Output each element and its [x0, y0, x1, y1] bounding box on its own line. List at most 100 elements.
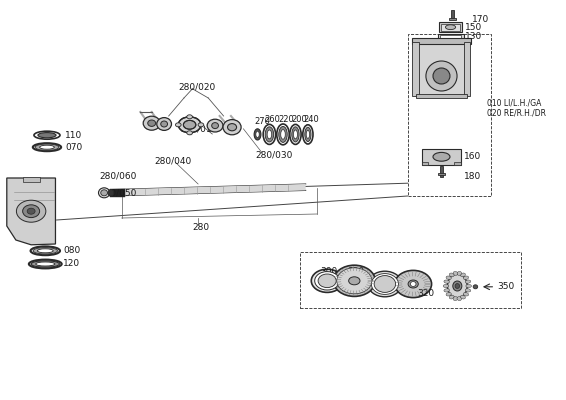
- Ellipse shape: [292, 127, 299, 142]
- Ellipse shape: [445, 25, 456, 30]
- Bar: [408, 34, 491, 196]
- Polygon shape: [110, 184, 306, 196]
- Ellipse shape: [228, 124, 237, 131]
- Bar: [416, 94, 467, 98]
- Text: 270: 270: [254, 118, 270, 126]
- Text: 280: 280: [192, 223, 209, 232]
- Ellipse shape: [293, 130, 298, 139]
- Text: 260: 260: [264, 116, 280, 124]
- Text: 320: 320: [348, 268, 365, 276]
- Bar: [449, 18, 456, 20]
- Ellipse shape: [455, 284, 460, 288]
- Ellipse shape: [223, 120, 241, 135]
- Text: 280/040: 280/040: [154, 156, 191, 165]
- Ellipse shape: [465, 289, 471, 292]
- Ellipse shape: [457, 297, 462, 300]
- Ellipse shape: [464, 276, 469, 280]
- Ellipse shape: [187, 115, 192, 119]
- Ellipse shape: [290, 124, 301, 144]
- Ellipse shape: [426, 61, 457, 91]
- Ellipse shape: [178, 117, 201, 133]
- Ellipse shape: [465, 280, 471, 283]
- Polygon shape: [7, 178, 55, 245]
- Ellipse shape: [371, 274, 398, 294]
- Text: 220: 220: [278, 116, 294, 124]
- Ellipse shape: [27, 208, 35, 214]
- Bar: [412, 42, 419, 96]
- Ellipse shape: [444, 280, 449, 283]
- Ellipse shape: [254, 129, 261, 140]
- Ellipse shape: [33, 143, 61, 151]
- Text: 240: 240: [303, 116, 319, 124]
- Ellipse shape: [263, 124, 276, 144]
- Ellipse shape: [446, 276, 451, 280]
- Ellipse shape: [433, 68, 450, 84]
- Bar: [23, 177, 40, 182]
- Ellipse shape: [461, 295, 465, 299]
- Ellipse shape: [35, 144, 59, 150]
- Ellipse shape: [453, 272, 458, 275]
- Ellipse shape: [212, 122, 218, 128]
- Ellipse shape: [108, 190, 114, 196]
- Bar: [464, 42, 470, 96]
- Bar: [440, 166, 443, 177]
- Bar: [300, 252, 521, 308]
- Ellipse shape: [303, 125, 313, 144]
- Ellipse shape: [333, 265, 375, 296]
- Text: 160: 160: [464, 152, 481, 161]
- Ellipse shape: [281, 130, 285, 139]
- Text: 170: 170: [471, 15, 488, 24]
- Ellipse shape: [305, 127, 311, 142]
- Ellipse shape: [98, 188, 110, 198]
- Ellipse shape: [265, 127, 274, 142]
- Text: 130: 130: [465, 32, 482, 41]
- Ellipse shape: [374, 276, 396, 292]
- Ellipse shape: [464, 292, 469, 296]
- Bar: [441, 24, 460, 31]
- Ellipse shape: [29, 260, 62, 268]
- Ellipse shape: [267, 130, 272, 139]
- Bar: [440, 35, 461, 38]
- Ellipse shape: [187, 131, 192, 135]
- Ellipse shape: [277, 124, 289, 145]
- Ellipse shape: [183, 120, 196, 129]
- Bar: [110, 189, 125, 197]
- Text: 280/060: 280/060: [99, 172, 136, 180]
- Text: 080: 080: [63, 246, 80, 255]
- Text: 070: 070: [65, 143, 82, 152]
- Ellipse shape: [175, 123, 181, 127]
- Ellipse shape: [443, 284, 449, 288]
- Ellipse shape: [410, 282, 416, 286]
- Text: 280/050: 280/050: [99, 188, 136, 197]
- Ellipse shape: [207, 119, 223, 132]
- Bar: [416, 42, 467, 96]
- Ellipse shape: [457, 272, 462, 275]
- Ellipse shape: [315, 272, 340, 290]
- Text: 110: 110: [65, 131, 82, 140]
- Ellipse shape: [38, 132, 56, 138]
- Ellipse shape: [446, 292, 451, 296]
- Bar: [422, 149, 461, 165]
- Text: 300: 300: [320, 268, 337, 276]
- Ellipse shape: [461, 273, 465, 277]
- Ellipse shape: [449, 273, 454, 277]
- Ellipse shape: [447, 274, 468, 298]
- Bar: [454, 162, 461, 165]
- Ellipse shape: [31, 261, 59, 267]
- Ellipse shape: [33, 248, 58, 254]
- Ellipse shape: [16, 200, 46, 222]
- Ellipse shape: [444, 289, 449, 292]
- Text: 280/010: 280/010: [180, 124, 217, 133]
- Ellipse shape: [473, 285, 478, 289]
- Ellipse shape: [161, 121, 168, 127]
- Text: 150: 150: [465, 23, 482, 32]
- Bar: [451, 10, 454, 18]
- Ellipse shape: [157, 118, 171, 130]
- Ellipse shape: [318, 274, 336, 288]
- Ellipse shape: [395, 270, 431, 298]
- Ellipse shape: [466, 284, 471, 288]
- Text: 010 LI/L.H./GA
020 RE/R.H./DR: 010 LI/L.H./GA 020 RE/R.H./DR: [487, 98, 546, 118]
- Text: 320: 320: [418, 289, 435, 298]
- Ellipse shape: [40, 145, 54, 149]
- Ellipse shape: [101, 190, 108, 196]
